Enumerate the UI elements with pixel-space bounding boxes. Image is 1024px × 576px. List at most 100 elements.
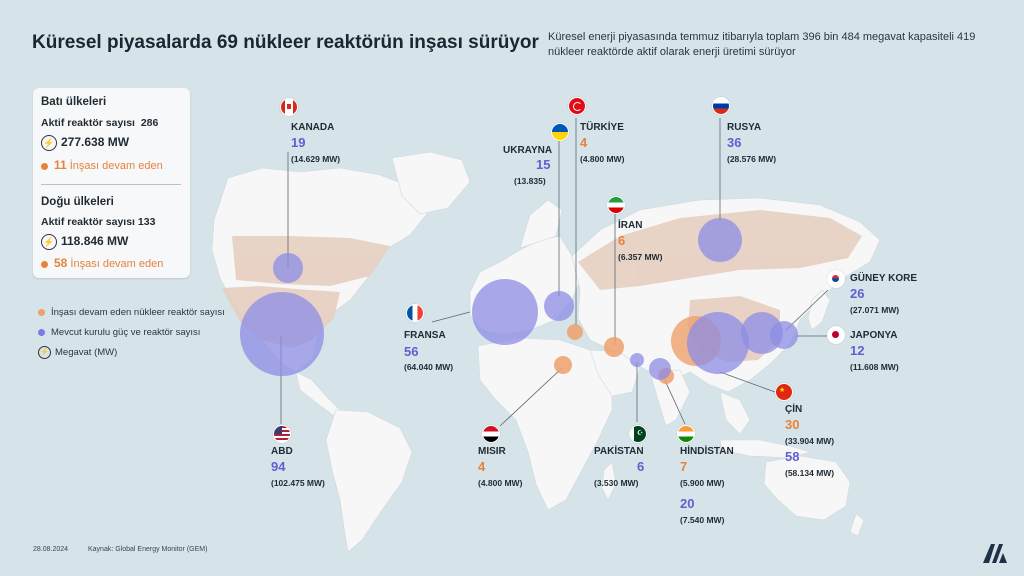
- usa-flag-icon: [273, 425, 291, 443]
- south-korea-flag-icon: [827, 270, 845, 288]
- turkiye-mw: (4.800 MW): [580, 154, 625, 164]
- west-construction-row: 11 İnşası devam eden: [41, 158, 163, 172]
- bubble-iran: [604, 337, 624, 357]
- megawatt-icon: ⚡: [41, 135, 57, 151]
- bubble-hindistan-blue: [649, 358, 671, 380]
- east-active: Aktif reaktör sayısı 133: [41, 216, 155, 228]
- pakistan-value: 6: [637, 459, 645, 474]
- iran-mw: (6.357 MW): [618, 252, 663, 262]
- japonya-name: JAPONYA: [850, 330, 898, 341]
- leader-kore: [785, 289, 829, 331]
- cin-mw-orange: (33.904 MW): [785, 436, 835, 446]
- australia: [763, 455, 851, 521]
- southeast-asia: [719, 391, 751, 435]
- bubble-guney-kore: [741, 312, 783, 354]
- rusya-mw: (28.576 MW): [727, 154, 777, 164]
- ukraine-flag-icon: [551, 123, 569, 141]
- misir-mw: (4.800 MW): [478, 478, 523, 488]
- east-mw-row: ⚡ 118.846 MW: [41, 234, 128, 250]
- pakistan-mw: (3.530 MW): [594, 478, 639, 488]
- guney-kore-mw: (27.071 MW): [850, 305, 900, 315]
- canada-highlight: [232, 236, 390, 286]
- legend-construction-label: İnşası devam eden nükleer reaktör sayısı: [51, 307, 225, 318]
- hindistan-value-orange: 7: [680, 459, 688, 474]
- leader-cin: [719, 371, 776, 393]
- rusya-name: RUSYA: [727, 122, 762, 133]
- bubble-cin-blue: [687, 312, 749, 374]
- iran-flag-icon: [607, 196, 625, 214]
- cin-mw-blue: (58.134 MW): [785, 468, 835, 478]
- bubble-fransa: [472, 279, 538, 345]
- scandinavia: [519, 199, 563, 249]
- abd-name: ABD: [271, 446, 293, 457]
- fransa-name: FRANSA: [404, 330, 446, 341]
- cin-value-orange: 30: [785, 417, 800, 432]
- west-construction-label: İnşası devam eden: [69, 160, 163, 172]
- turkiye-value: 4: [580, 135, 588, 150]
- orange-dot-icon: [41, 260, 48, 268]
- east-construction-num: 58: [54, 256, 68, 270]
- japan-land: [807, 289, 831, 331]
- central-america: [295, 371, 341, 417]
- egypt-flag-icon: [482, 425, 500, 443]
- west-mw: 277.638 MW: [61, 135, 130, 150]
- aa-logo: [982, 542, 1008, 564]
- japonya-mw: (11.608 MW): [850, 362, 899, 372]
- bubble-japonya: [770, 321, 798, 349]
- footer-date: 28.08.2024: [33, 546, 69, 553]
- japonya-value: 12: [850, 343, 865, 358]
- india-flag-icon: [677, 425, 695, 443]
- guney-kore-name: GÜNEY KORE: [850, 273, 918, 284]
- hindistan-mw-blue: (7.540 MW): [680, 515, 725, 525]
- ukrayna-value: 15: [536, 157, 551, 172]
- west-active-label: Aktif reaktör sayısı: [41, 117, 135, 129]
- bubble-pakistan: [630, 353, 644, 367]
- aa-logo-icon: [983, 544, 1007, 563]
- kanada-mw: (14.629 MW): [291, 154, 341, 164]
- misir-value: 4: [478, 459, 486, 474]
- megawatt-icon: ⚡: [41, 234, 57, 250]
- leader-misir: [499, 367, 563, 427]
- west-active: Aktif reaktör sayısı 286: [41, 117, 158, 129]
- japan-flag-icon: [827, 326, 845, 344]
- canada-flag-icon: [280, 98, 298, 116]
- panel-divider: [41, 184, 181, 185]
- kanada-value: 19: [291, 135, 306, 150]
- turkiye-name: TÜRKİYE: [580, 122, 624, 133]
- iran-name: İRAN: [618, 220, 643, 231]
- east-heading: Doğu ülkeleri: [41, 196, 114, 208]
- rusya-value: 36: [727, 135, 742, 150]
- indonesia: [719, 439, 812, 459]
- abd-mw: (102.475 MW): [271, 478, 325, 488]
- fransa-value: 56: [404, 344, 419, 359]
- turkey-flag-icon: [568, 97, 586, 115]
- footer-source: Kaynak: Global Energy Monitor (GEM): [88, 546, 208, 553]
- blue-dot-icon: [38, 328, 45, 336]
- west-mw-row: ⚡ 277.638 MW: [41, 135, 129, 151]
- russia-flag-icon: [712, 97, 730, 115]
- misir-name: MISIR: [478, 446, 506, 457]
- legend-installed: Mevcut kurulu güç ve reaktör sayısı: [38, 327, 200, 338]
- leader-fransa: [431, 311, 471, 323]
- hindistan-name: HİNDİSTAN: [680, 446, 734, 457]
- page-subtitle: Küresel enerji piyasasında temmuz itibar…: [548, 31, 976, 58]
- east-active-count: 133: [137, 216, 156, 228]
- bubble-kanada: [273, 253, 303, 283]
- west-construction-num: 11: [54, 158, 67, 172]
- india-land: [649, 369, 691, 427]
- hindistan-value-blue: 20: [680, 496, 695, 511]
- greenland: [391, 151, 471, 215]
- west-heading: Batı ülkeleri: [41, 96, 107, 108]
- legend-installed-label: Mevcut kurulu güç ve reaktör sayısı: [51, 327, 201, 338]
- east-construction-label: İnşası devam eden: [70, 258, 164, 270]
- megawatt-icon: ⚡: [38, 346, 51, 359]
- guney-kore-value: 26: [850, 286, 865, 301]
- east-active-label: Aktif reaktör sayısı: [41, 216, 135, 228]
- pakistan-name: PAKİSTAN: [594, 446, 644, 457]
- east-construction-row: 58 İnşası devam eden: [41, 256, 163, 270]
- east-mw: 118.846 MW: [61, 234, 129, 249]
- africa: [477, 337, 613, 511]
- south-america: [325, 409, 413, 553]
- bubble-ukrayna: [544, 291, 574, 321]
